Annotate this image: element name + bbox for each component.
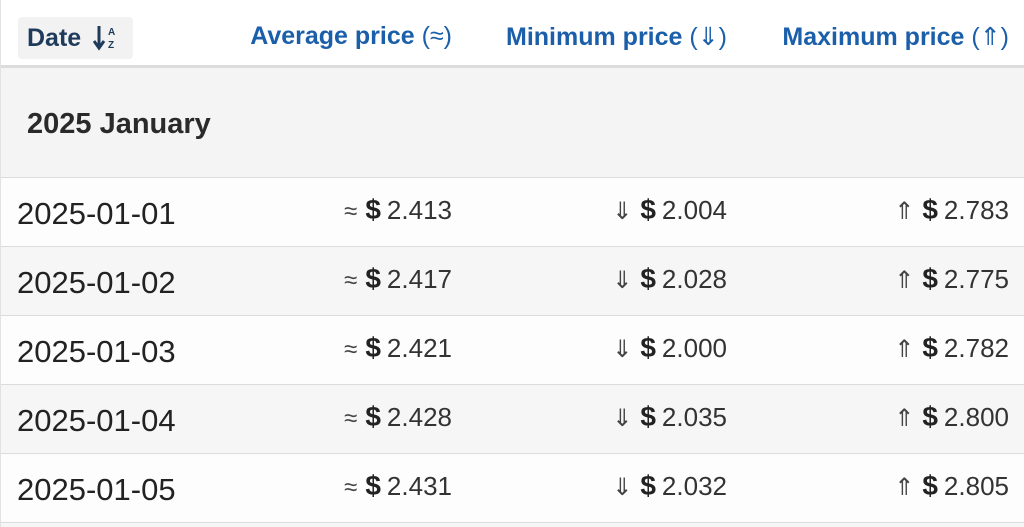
- currency-sign: $: [365, 332, 381, 363]
- maximum-value: 2.782: [943, 333, 1009, 363]
- approx-icon: ≈: [344, 405, 358, 432]
- average-value: 2.413: [386, 195, 452, 225]
- down-arrow-icon: ⇓: [612, 474, 633, 501]
- minimum-cell: ⇓ $2.000: [612, 332, 727, 364]
- approx-icon: ≈: [344, 474, 358, 501]
- maximum-cell: ⇑ $2.775: [894, 263, 1009, 295]
- maximum-cell: ⇑ $2.800: [894, 401, 1009, 433]
- average-cell: ≈ $2.421: [344, 332, 452, 364]
- average-value: 2.431: [386, 471, 452, 501]
- table-header: Date A Z Average price (≈) Minimum price…: [1, 0, 1024, 68]
- currency-sign: $: [640, 194, 656, 225]
- currency-sign: $: [922, 263, 938, 294]
- maximum-cell: ⇑ $2.805: [894, 470, 1009, 502]
- table-row: 2025-01-05 ≈ $2.431 ⇓ $2.032 ⇑ $2.805: [1, 454, 1024, 523]
- currency-sign: $: [365, 263, 381, 294]
- maximum-value: 2.783: [943, 195, 1009, 225]
- maximum-price-label: Maximum price: [782, 23, 965, 51]
- currency-sign: $: [365, 194, 381, 225]
- svg-text:A: A: [108, 27, 115, 38]
- average-value: 2.428: [386, 402, 452, 432]
- up-arrow-icon: (⇑): [971, 23, 1009, 51]
- maximum-value: 2.805: [943, 471, 1009, 501]
- date-cell: 2025-01-03: [17, 334, 176, 369]
- svg-text:Z: Z: [108, 40, 114, 51]
- average-cell: ≈ $2.428: [344, 401, 452, 433]
- maximum-value: 2.800: [943, 402, 1009, 432]
- approx-icon: (≈): [421, 22, 452, 50]
- currency-sign: $: [922, 470, 938, 501]
- date-cell: 2025-01-02: [17, 265, 176, 300]
- month-group-row: 2025 January: [1, 68, 1024, 178]
- average-cell: ≈ $2.417: [344, 263, 452, 295]
- table-row: 2025-01-04 ≈ $2.428 ⇓ $2.035 ⇑ $2.800: [1, 385, 1024, 454]
- average-value: 2.417: [386, 264, 452, 294]
- approx-icon: ≈: [344, 267, 358, 294]
- average-price-header[interactable]: Average price (≈): [250, 22, 452, 51]
- maximum-price-header[interactable]: Maximum price (⇑): [782, 22, 1009, 52]
- currency-sign: $: [365, 470, 381, 501]
- up-arrow-icon: ⇑: [894, 198, 915, 225]
- minimum-value: 2.032: [661, 471, 727, 501]
- table-row: 2025-01-02 ≈ $2.417 ⇓ $2.028 ⇑ $2.775: [1, 247, 1024, 316]
- up-arrow-icon: ⇑: [894, 405, 915, 432]
- average-value: 2.421: [386, 333, 452, 363]
- table-body: 2025-01-01 ≈ $2.413 ⇓ $2.004 ⇑ $2.783 2025-…: [1, 178, 1024, 523]
- up-arrow-icon: ⇑: [894, 336, 915, 363]
- average-price-label: Average price: [250, 22, 415, 50]
- minimum-cell: ⇓ $2.032: [612, 470, 727, 502]
- currency-sign: $: [640, 401, 656, 432]
- average-cell: ≈ $2.413: [344, 194, 452, 226]
- date-column-label: Date: [27, 23, 82, 52]
- minimum-cell: ⇓ $2.028: [612, 263, 727, 295]
- minimum-cell: ⇓ $2.035: [612, 401, 727, 433]
- date-cell: 2025-01-04: [17, 403, 176, 438]
- maximum-cell: ⇑ $2.783: [894, 194, 1009, 226]
- minimum-value: 2.004: [661, 195, 727, 225]
- up-arrow-icon: ⇑: [894, 474, 915, 501]
- date-cell: 2025-01-05: [17, 472, 176, 507]
- up-arrow-icon: ⇑: [894, 267, 915, 294]
- minimum-price-label: Minimum price: [506, 23, 683, 51]
- currency-sign: $: [640, 470, 656, 501]
- average-cell: ≈ $2.431: [344, 470, 452, 502]
- approx-icon: ≈: [344, 198, 358, 225]
- down-arrow-icon: (⇓): [689, 23, 727, 51]
- sort-alpha-down-icon: A Z: [93, 24, 119, 52]
- month-group-title: 2025 January: [27, 108, 211, 140]
- date-cell: 2025-01-01: [17, 196, 176, 231]
- currency-sign: $: [922, 332, 938, 363]
- minimum-price-header[interactable]: Minimum price (⇓): [506, 22, 727, 52]
- minimum-cell: ⇓ $2.004: [612, 194, 727, 226]
- down-arrow-icon: ⇓: [612, 267, 633, 294]
- approx-icon: ≈: [344, 336, 358, 363]
- minimum-value: 2.000: [661, 333, 727, 363]
- maximum-cell: ⇑ $2.782: [894, 332, 1009, 364]
- table-row: 2025-01-03 ≈ $2.421 ⇓ $2.000 ⇑ $2.782: [1, 316, 1024, 385]
- down-arrow-icon: ⇓: [612, 405, 633, 432]
- sort-by-date-button[interactable]: Date A Z: [18, 17, 133, 59]
- down-arrow-icon: ⇓: [612, 198, 633, 225]
- next-row-edge: [1, 523, 1024, 527]
- down-arrow-icon: ⇓: [612, 336, 633, 363]
- currency-sign: $: [922, 401, 938, 432]
- maximum-value: 2.775: [943, 264, 1009, 294]
- currency-sign: $: [640, 263, 656, 294]
- minimum-value: 2.035: [661, 402, 727, 432]
- currency-sign: $: [640, 332, 656, 363]
- currency-sign: $: [922, 194, 938, 225]
- currency-sign: $: [365, 401, 381, 432]
- table-row: 2025-01-01 ≈ $2.413 ⇓ $2.004 ⇑ $2.783: [1, 178, 1024, 247]
- minimum-value: 2.028: [661, 264, 727, 294]
